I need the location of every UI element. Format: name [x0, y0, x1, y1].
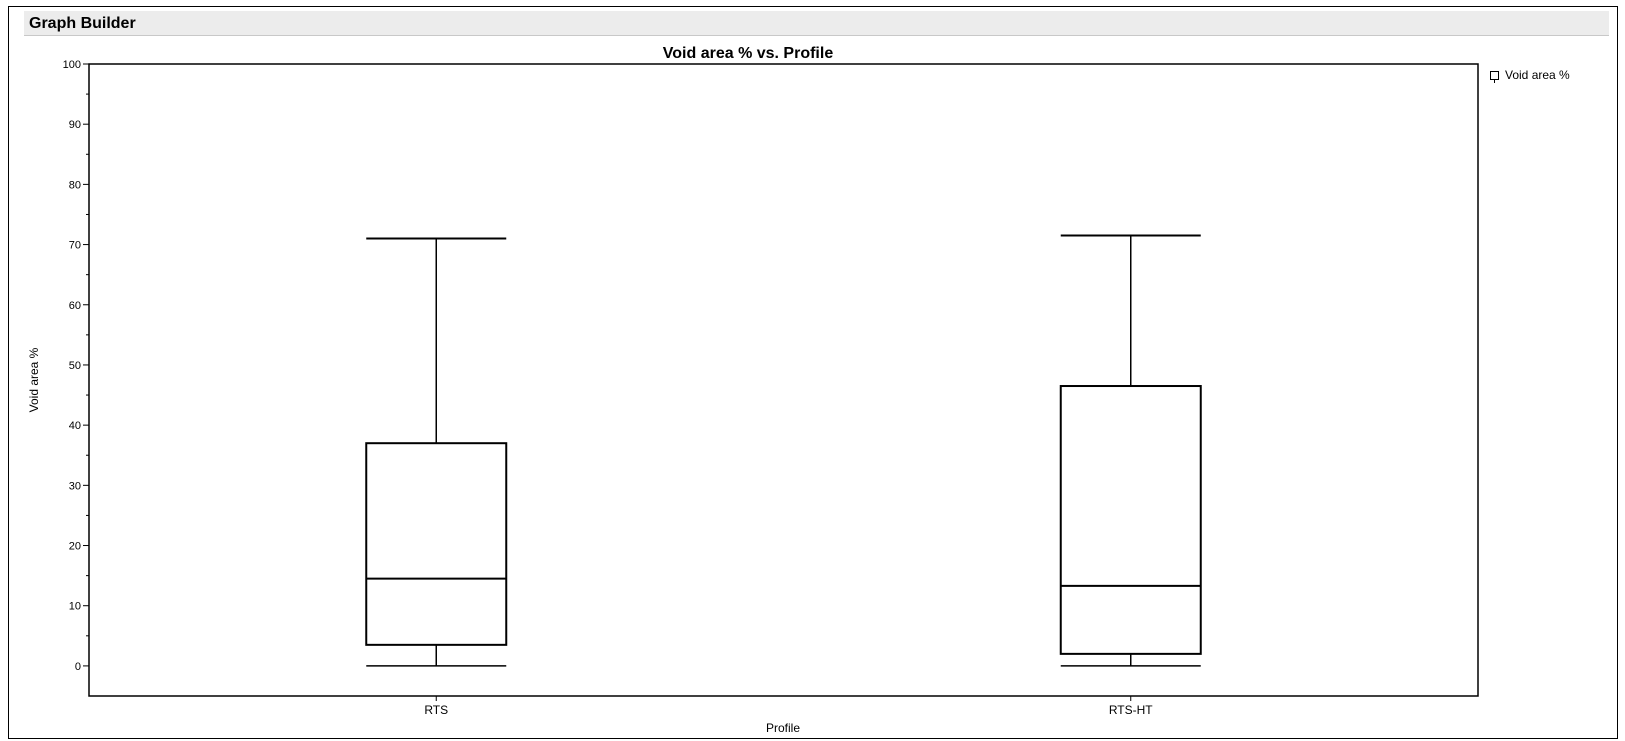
x-tick-label: RTS: [424, 703, 448, 717]
y-tick-label: 100: [63, 59, 81, 71]
box-group: [365, 234, 1202, 667]
chart-title: Void area % vs. Profile: [663, 45, 834, 62]
y-tick-label: 30: [69, 480, 81, 492]
x-axis: RTS RTS-HT: [424, 696, 1153, 717]
x-axis-label: Profile: [766, 721, 800, 735]
y-axis-label: Void area %: [27, 347, 41, 412]
iqr-box: [365, 442, 508, 646]
y-tick-label: 50: [69, 360, 81, 372]
y-tick-label: 70: [69, 240, 81, 252]
box-plot-icon: [1490, 70, 1499, 83]
y-tick-label: 0: [75, 661, 81, 673]
plot-area: [88, 63, 1479, 697]
graph-builder-window: [8, 6, 1618, 739]
iqr-box: [1059, 385, 1202, 655]
y-tick-label: 60: [69, 300, 81, 312]
y-tick-label: 10: [69, 601, 81, 613]
y-tick-label: 90: [69, 119, 81, 131]
legend: Void area %: [1490, 68, 1570, 83]
y-axis: 0 10 20 30 40 50 60 70 80 90 100: [63, 59, 89, 673]
y-tick-label: 20: [69, 541, 81, 553]
x-tick-label: RTS-HT: [1109, 703, 1153, 717]
y-tick-label: 80: [69, 179, 81, 191]
window-title: Graph Builder: [29, 15, 136, 32]
legend-label: Void area %: [1505, 68, 1570, 82]
window-header: Graph Builder: [24, 11, 1609, 36]
y-tick-label: 40: [69, 420, 81, 432]
